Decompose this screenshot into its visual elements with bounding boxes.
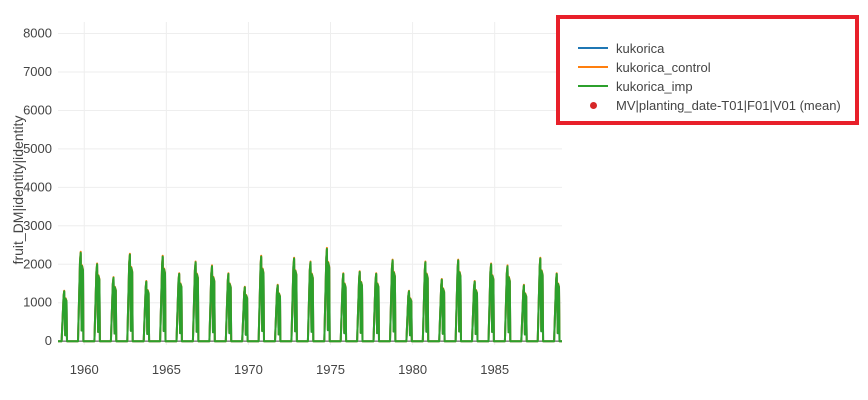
grid-lines [58, 22, 562, 345]
y-tick-label: 4000 [23, 179, 52, 194]
x-tick-label: 1970 [234, 362, 263, 377]
x-tick-label: 1960 [70, 362, 99, 377]
y-tick-label: 0 [45, 333, 52, 348]
x-tick-label: 1985 [480, 362, 509, 377]
line-swatch-icon [578, 47, 608, 49]
y-tick-label: 2000 [23, 256, 52, 271]
y-tick-labels: 0 1000 2000 3000 4000 5000 6000 7000 8000 [23, 26, 52, 349]
series-line-kukorica-imp [58, 247, 562, 343]
legend-swatch-icon [578, 96, 608, 114]
y-tick-label: 6000 [23, 102, 52, 117]
legend-item-kukorica-imp[interactable]: kukorica_imp [578, 77, 693, 95]
legend-label: kukorica_imp [616, 78, 693, 94]
legend-label: MV|planting_date-T01|F01|V01 (mean) [616, 97, 841, 113]
line-swatch-icon [578, 85, 608, 87]
legend-swatch-icon [578, 77, 608, 95]
dot-swatch-icon [590, 102, 597, 109]
legend-item-kukorica-control[interactable]: kukorica_control [578, 58, 711, 76]
y-tick-label: 8000 [23, 26, 52, 41]
legend-swatch-icon [578, 58, 608, 76]
series-lines [58, 246, 562, 343]
legend-label: kukorica [616, 40, 665, 56]
y-tick-label: 5000 [23, 141, 52, 156]
line-swatch-icon [578, 66, 608, 68]
legend: kukorica kukorica_control kukorica_imp M… [556, 15, 859, 125]
x-tick-label: 1980 [398, 362, 427, 377]
x-tick-label: 1975 [316, 362, 345, 377]
x-tick-label: 1965 [152, 362, 181, 377]
legend-label: kukorica_control [616, 59, 711, 75]
y-axis-title: fruit_DM|identity|identity [10, 116, 26, 265]
y-tick-label: 3000 [23, 218, 52, 233]
y-tick-label: 7000 [23, 64, 52, 79]
legend-item-kukorica[interactable]: kukorica [578, 39, 664, 57]
y-tick-label: 1000 [23, 295, 52, 310]
legend-item-mv-mean[interactable]: MV|planting_date-T01|F01|V01 (mean) [578, 96, 841, 114]
x-tick-labels: 1960 1965 1970 1975 1980 1985 [70, 362, 509, 377]
legend-swatch-icon [578, 39, 608, 57]
